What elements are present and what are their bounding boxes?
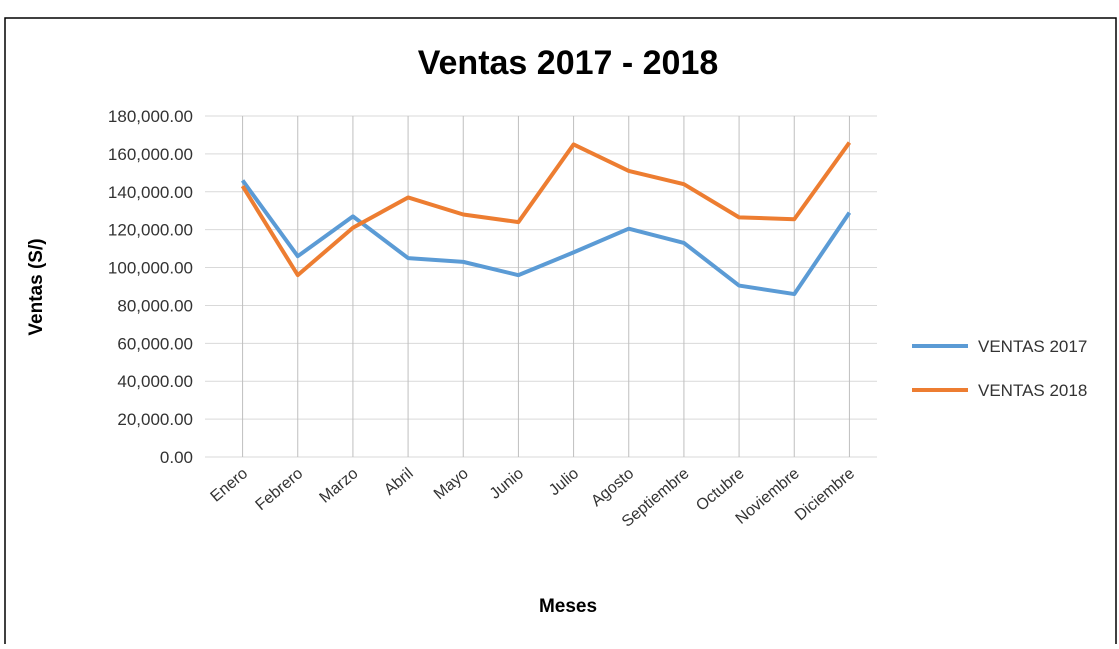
- y-tick-label: 100,000.00: [108, 259, 193, 278]
- line-series: [240, 141, 852, 278]
- y-tick-label: 20,000.00: [117, 410, 193, 429]
- chart-frame: [4, 17, 1117, 649]
- legend-label: VENTAS 2017: [978, 337, 1087, 356]
- y-tick-label: 180,000.00: [108, 107, 193, 126]
- y-tick-label: 40,000.00: [117, 372, 193, 391]
- y-tick-label: 60,000.00: [117, 334, 193, 353]
- legend-label: VENTAS 2018: [978, 381, 1087, 400]
- y-tick-label: 80,000.00: [117, 296, 193, 315]
- y-tick-label: 120,000.00: [108, 221, 193, 240]
- y-tick-label: 160,000.00: [108, 145, 193, 164]
- line-series: [240, 179, 852, 297]
- x-axis-label: Meses: [539, 596, 597, 617]
- y-axis-label: Ventas (S/): [26, 238, 47, 335]
- chart-title: Ventas 2017 - 2018: [418, 44, 719, 82]
- y-tick-label: 140,000.00: [108, 183, 193, 202]
- y-tick-label: 0.00: [160, 448, 193, 467]
